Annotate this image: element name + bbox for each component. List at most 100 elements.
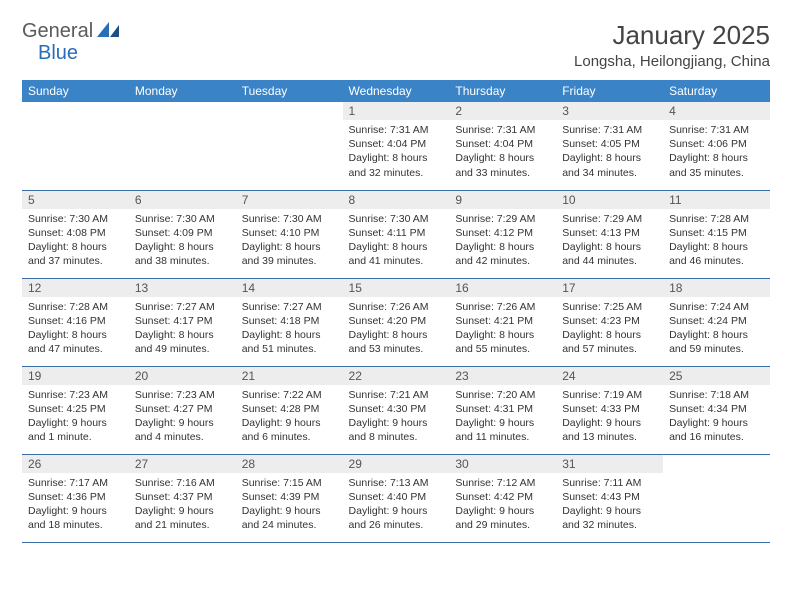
day-info: Sunrise: 7:25 AMSunset: 4:23 PMDaylight:…	[556, 297, 663, 361]
calendar-week-row: 12Sunrise: 7:28 AMSunset: 4:16 PMDayligh…	[22, 278, 770, 366]
day-info: Sunrise: 7:19 AMSunset: 4:33 PMDaylight:…	[556, 385, 663, 449]
day-number: 17	[556, 279, 663, 297]
day-number: 28	[236, 455, 343, 473]
day-number-empty	[22, 102, 129, 120]
day-number-empty	[663, 455, 770, 473]
day-number: 22	[343, 367, 450, 385]
calendar-day-cell: 20Sunrise: 7:23 AMSunset: 4:27 PMDayligh…	[129, 366, 236, 454]
day-info: Sunrise: 7:30 AMSunset: 4:11 PMDaylight:…	[343, 209, 450, 273]
day-info: Sunrise: 7:31 AMSunset: 4:04 PMDaylight:…	[343, 120, 450, 184]
day-number: 1	[343, 102, 450, 120]
day-number: 5	[22, 191, 129, 209]
day-number: 18	[663, 279, 770, 297]
logo-blue-wrap: Blue	[38, 42, 78, 65]
day-number: 24	[556, 367, 663, 385]
calendar-day-cell: 18Sunrise: 7:24 AMSunset: 4:24 PMDayligh…	[663, 278, 770, 366]
calendar-day-cell: 12Sunrise: 7:28 AMSunset: 4:16 PMDayligh…	[22, 278, 129, 366]
location-text: Longsha, Heilongjiang, China	[574, 53, 770, 70]
weekday-header: Saturday	[663, 80, 770, 102]
day-info: Sunrise: 7:24 AMSunset: 4:24 PMDaylight:…	[663, 297, 770, 361]
day-number: 16	[449, 279, 556, 297]
day-info: Sunrise: 7:29 AMSunset: 4:12 PMDaylight:…	[449, 209, 556, 273]
calendar-day-cell: 28Sunrise: 7:15 AMSunset: 4:39 PMDayligh…	[236, 454, 343, 542]
day-number: 7	[236, 191, 343, 209]
calendar-week-row: 5Sunrise: 7:30 AMSunset: 4:08 PMDaylight…	[22, 190, 770, 278]
day-info: Sunrise: 7:20 AMSunset: 4:31 PMDaylight:…	[449, 385, 556, 449]
weekday-header: Thursday	[449, 80, 556, 102]
calendar-day-cell: 5Sunrise: 7:30 AMSunset: 4:08 PMDaylight…	[22, 190, 129, 278]
calendar-head: SundayMondayTuesdayWednesdayThursdayFrid…	[22, 80, 770, 102]
logo-text-general: General	[22, 20, 93, 43]
day-number: 11	[663, 191, 770, 209]
day-number: 21	[236, 367, 343, 385]
day-number: 30	[449, 455, 556, 473]
calendar-day-cell	[129, 102, 236, 190]
day-number: 27	[129, 455, 236, 473]
calendar-day-cell: 22Sunrise: 7:21 AMSunset: 4:30 PMDayligh…	[343, 366, 450, 454]
day-info: Sunrise: 7:31 AMSunset: 4:05 PMDaylight:…	[556, 120, 663, 184]
day-number: 2	[449, 102, 556, 120]
day-info: Sunrise: 7:23 AMSunset: 4:25 PMDaylight:…	[22, 385, 129, 449]
calendar-day-cell: 19Sunrise: 7:23 AMSunset: 4:25 PMDayligh…	[22, 366, 129, 454]
day-info: Sunrise: 7:28 AMSunset: 4:16 PMDaylight:…	[22, 297, 129, 361]
calendar-day-cell: 2Sunrise: 7:31 AMSunset: 4:04 PMDaylight…	[449, 102, 556, 190]
day-number: 29	[343, 455, 450, 473]
calendar-day-cell: 31Sunrise: 7:11 AMSunset: 4:43 PMDayligh…	[556, 454, 663, 542]
calendar-day-cell: 14Sunrise: 7:27 AMSunset: 4:18 PMDayligh…	[236, 278, 343, 366]
calendar-day-cell: 30Sunrise: 7:12 AMSunset: 4:42 PMDayligh…	[449, 454, 556, 542]
logo-text-blue: Blue	[38, 42, 78, 64]
calendar-day-cell: 10Sunrise: 7:29 AMSunset: 4:13 PMDayligh…	[556, 190, 663, 278]
calendar-day-cell: 7Sunrise: 7:30 AMSunset: 4:10 PMDaylight…	[236, 190, 343, 278]
day-info: Sunrise: 7:30 AMSunset: 4:09 PMDaylight:…	[129, 209, 236, 273]
calendar-day-cell: 15Sunrise: 7:26 AMSunset: 4:20 PMDayligh…	[343, 278, 450, 366]
day-info: Sunrise: 7:12 AMSunset: 4:42 PMDaylight:…	[449, 473, 556, 537]
calendar-week-row: 19Sunrise: 7:23 AMSunset: 4:25 PMDayligh…	[22, 366, 770, 454]
calendar-day-cell: 17Sunrise: 7:25 AMSunset: 4:23 PMDayligh…	[556, 278, 663, 366]
calendar-day-cell: 11Sunrise: 7:28 AMSunset: 4:15 PMDayligh…	[663, 190, 770, 278]
calendar-day-cell: 1Sunrise: 7:31 AMSunset: 4:04 PMDaylight…	[343, 102, 450, 190]
day-info: Sunrise: 7:18 AMSunset: 4:34 PMDaylight:…	[663, 385, 770, 449]
calendar-week-row: 1Sunrise: 7:31 AMSunset: 4:04 PMDaylight…	[22, 102, 770, 190]
calendar-day-cell	[663, 454, 770, 542]
day-number: 26	[22, 455, 129, 473]
calendar-table: SundayMondayTuesdayWednesdayThursdayFrid…	[22, 80, 770, 543]
day-number: 3	[556, 102, 663, 120]
day-info: Sunrise: 7:21 AMSunset: 4:30 PMDaylight:…	[343, 385, 450, 449]
weekday-header: Monday	[129, 80, 236, 102]
calendar-body: 1Sunrise: 7:31 AMSunset: 4:04 PMDaylight…	[22, 102, 770, 542]
calendar-day-cell: 9Sunrise: 7:29 AMSunset: 4:12 PMDaylight…	[449, 190, 556, 278]
weekday-header: Friday	[556, 80, 663, 102]
day-number: 13	[129, 279, 236, 297]
day-info: Sunrise: 7:29 AMSunset: 4:13 PMDaylight:…	[556, 209, 663, 273]
calendar-day-cell: 16Sunrise: 7:26 AMSunset: 4:21 PMDayligh…	[449, 278, 556, 366]
day-info: Sunrise: 7:17 AMSunset: 4:36 PMDaylight:…	[22, 473, 129, 537]
header: General January 2025 Longsha, Heilongjia…	[22, 20, 770, 70]
weekday-header: Wednesday	[343, 80, 450, 102]
day-number: 31	[556, 455, 663, 473]
calendar-day-cell: 8Sunrise: 7:30 AMSunset: 4:11 PMDaylight…	[343, 190, 450, 278]
calendar-day-cell: 24Sunrise: 7:19 AMSunset: 4:33 PMDayligh…	[556, 366, 663, 454]
weekday-header: Sunday	[22, 80, 129, 102]
calendar-day-cell: 6Sunrise: 7:30 AMSunset: 4:09 PMDaylight…	[129, 190, 236, 278]
day-number: 19	[22, 367, 129, 385]
day-number: 4	[663, 102, 770, 120]
day-number-empty	[236, 102, 343, 120]
calendar-week-row: 26Sunrise: 7:17 AMSunset: 4:36 PMDayligh…	[22, 454, 770, 542]
calendar-day-cell: 25Sunrise: 7:18 AMSunset: 4:34 PMDayligh…	[663, 366, 770, 454]
day-number: 15	[343, 279, 450, 297]
day-number: 9	[449, 191, 556, 209]
day-info: Sunrise: 7:31 AMSunset: 4:06 PMDaylight:…	[663, 120, 770, 184]
day-number: 14	[236, 279, 343, 297]
day-number: 10	[556, 191, 663, 209]
weekday-header: Tuesday	[236, 80, 343, 102]
day-number: 8	[343, 191, 450, 209]
day-info: Sunrise: 7:26 AMSunset: 4:21 PMDaylight:…	[449, 297, 556, 361]
calendar-day-cell: 21Sunrise: 7:22 AMSunset: 4:28 PMDayligh…	[236, 366, 343, 454]
day-info: Sunrise: 7:27 AMSunset: 4:17 PMDaylight:…	[129, 297, 236, 361]
day-info: Sunrise: 7:13 AMSunset: 4:40 PMDaylight:…	[343, 473, 450, 537]
day-info: Sunrise: 7:11 AMSunset: 4:43 PMDaylight:…	[556, 473, 663, 537]
calendar-day-cell: 26Sunrise: 7:17 AMSunset: 4:36 PMDayligh…	[22, 454, 129, 542]
day-info: Sunrise: 7:31 AMSunset: 4:04 PMDaylight:…	[449, 120, 556, 184]
day-number-empty	[129, 102, 236, 120]
logo: General	[22, 20, 125, 43]
